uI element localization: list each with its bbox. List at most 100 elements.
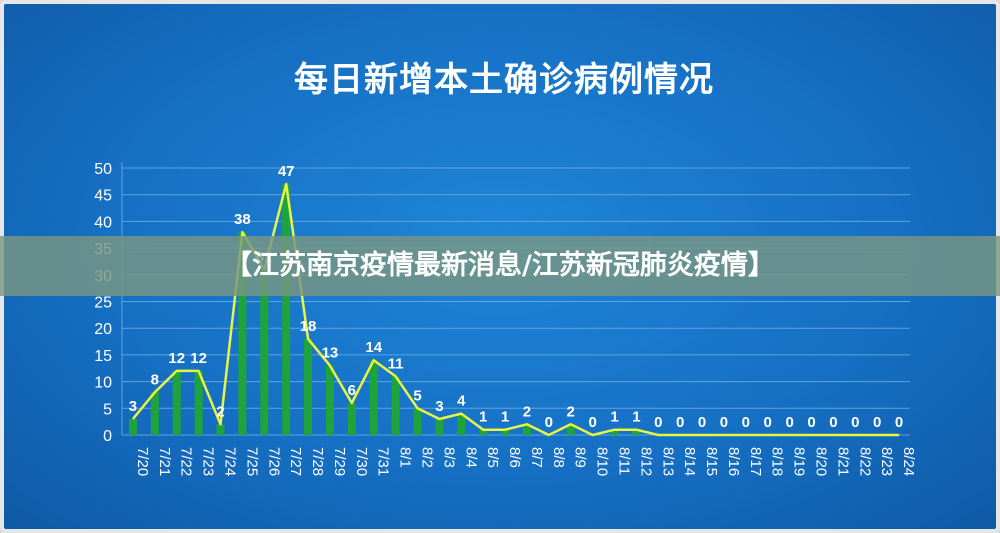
data-label: 5: [413, 387, 421, 404]
x-tick-label: 8/5: [484, 447, 501, 468]
bar: [435, 418, 444, 435]
data-label: 4: [457, 393, 466, 410]
chart-title: 每日新增本土确诊病例情况: [294, 60, 714, 100]
bar: [457, 413, 466, 435]
x-tick-label: 8/6: [506, 447, 523, 468]
x-tick-label: 8/22: [856, 447, 873, 476]
x-tick-label: 8/23: [878, 447, 895, 476]
x-tick-label: 8/14: [681, 447, 698, 476]
x-tick-label: 7/27: [287, 447, 304, 476]
data-label: 1: [479, 409, 487, 426]
data-label: 0: [654, 414, 662, 431]
y-tick-label: 40: [94, 214, 112, 231]
data-label: 47: [278, 163, 295, 180]
data-label: 0: [764, 414, 772, 431]
x-tick-label: 7/28: [309, 447, 326, 476]
data-label: 0: [873, 414, 881, 431]
x-tick-label: 8/16: [725, 447, 742, 476]
x-tick-label: 8/7: [528, 447, 545, 468]
x-tick-label: 8/3: [440, 447, 457, 468]
data-label: 0: [742, 414, 750, 431]
overlay-banner-text: 【江苏南京疫情最新消息/江苏新冠肺炎疫情】: [225, 250, 775, 281]
bar: [566, 424, 575, 435]
x-tick-label: 8/4: [462, 447, 479, 468]
x-tick-label: 7/21: [156, 447, 173, 476]
y-tick-label: 50: [94, 161, 112, 178]
x-tick-label: 8/19: [791, 447, 808, 476]
bar: [413, 408, 422, 435]
data-label: 11: [388, 355, 404, 372]
bar: [347, 402, 356, 435]
y-tick-label: 0: [103, 428, 112, 445]
bar: [128, 418, 137, 435]
y-tick-label: 25: [94, 295, 112, 312]
y-tick-label: 20: [94, 321, 112, 338]
data-label: 0: [698, 414, 706, 431]
bar: [260, 269, 269, 435]
data-label: 3: [435, 398, 443, 415]
x-tick-label: 7/22: [178, 447, 195, 476]
x-tick-label: 8/18: [769, 447, 786, 476]
bar: [522, 424, 531, 435]
x-tick-label: 7/23: [200, 447, 217, 476]
data-label: 0: [895, 414, 903, 431]
data-label: 6: [348, 382, 356, 399]
data-label: 2: [523, 403, 531, 420]
overlay-banner: [0, 236, 1000, 296]
bar: [238, 232, 247, 435]
data-label: 0: [785, 414, 793, 431]
x-tick-label: 7/24: [222, 447, 239, 476]
x-tick-label: 8/11: [616, 447, 633, 475]
data-label: 13: [322, 345, 339, 362]
bar: [479, 429, 488, 435]
bar: [282, 184, 291, 435]
x-tick-label: 7/31: [375, 447, 392, 476]
bar: [391, 376, 400, 435]
bar: [172, 370, 181, 435]
bar: [325, 365, 334, 435]
data-label: 2: [216, 403, 224, 420]
x-tick-label: 7/26: [265, 447, 282, 476]
data-label: 0: [545, 414, 553, 431]
bar: [304, 338, 313, 435]
x-tick-label: 8/8: [550, 447, 567, 468]
x-tick-label: 7/20: [134, 447, 151, 476]
x-tick-label: 8/15: [703, 447, 720, 476]
bar: [150, 392, 159, 435]
x-tick-label: 8/21: [834, 447, 851, 476]
data-label: 0: [676, 414, 684, 431]
x-tick-label: 8/17: [747, 447, 764, 476]
x-tick-label: 8/24: [900, 447, 917, 476]
y-tick-label: 10: [94, 375, 112, 392]
data-label: 38: [234, 211, 251, 228]
x-tick-label: 7/29: [331, 447, 348, 476]
bar: [610, 429, 619, 435]
data-label: 0: [851, 414, 859, 431]
x-tick-label: 7/30: [353, 447, 370, 476]
data-label: 18: [300, 318, 317, 335]
x-tick-label: 8/2: [419, 447, 436, 468]
x-tick-label: 8/12: [637, 447, 654, 476]
x-tick-label: 8/9: [572, 447, 589, 468]
data-label: 1: [632, 409, 640, 426]
data-label: 12: [190, 350, 207, 367]
data-label: 14: [365, 339, 382, 356]
bar: [369, 360, 378, 435]
data-label: 0: [829, 414, 837, 431]
x-tick-label: 7/25: [243, 447, 260, 476]
x-tick-label: 8/1: [397, 447, 414, 468]
data-label: 1: [610, 409, 618, 426]
y-tick-label: 15: [94, 348, 112, 365]
data-label: 0: [720, 414, 728, 431]
y-tick-label: 45: [94, 188, 112, 205]
data-label: 12: [168, 350, 185, 367]
x-tick-label: 8/20: [813, 447, 830, 476]
bar: [216, 424, 225, 435]
y-tick-label: 5: [103, 401, 112, 418]
x-tick-label: 8/13: [659, 447, 676, 476]
x-tick-label: 8/10: [594, 447, 611, 476]
data-label: 3: [129, 398, 137, 415]
data-label: 1: [501, 409, 509, 426]
data-label: 8: [151, 371, 159, 388]
data-label: 0: [807, 414, 815, 431]
